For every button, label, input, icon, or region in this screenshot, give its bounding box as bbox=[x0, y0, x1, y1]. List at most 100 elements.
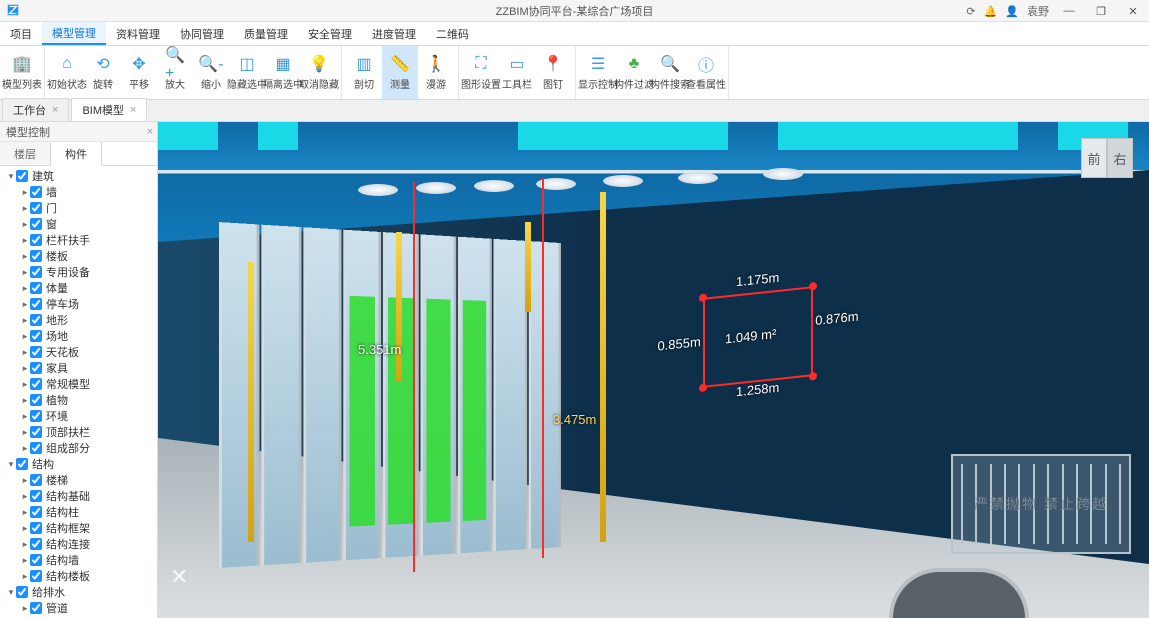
tree-arrow-icon[interactable]: ▸ bbox=[20, 555, 30, 566]
tree-arrow-icon[interactable]: ▸ bbox=[20, 347, 30, 358]
tree-checkbox[interactable] bbox=[16, 586, 28, 598]
tree-item-栏杆扶手[interactable]: ▸栏杆扶手 bbox=[0, 232, 157, 248]
tree-checkbox[interactable] bbox=[30, 202, 42, 214]
menu-进度管理[interactable]: 进度管理 bbox=[362, 22, 426, 45]
tree-item-结构柱[interactable]: ▸结构柱 bbox=[0, 504, 157, 520]
tree-checkbox[interactable] bbox=[30, 570, 42, 582]
ribbon-模型列表[interactable]: 🏢模型列表 bbox=[4, 46, 40, 99]
tree-checkbox[interactable] bbox=[30, 298, 42, 310]
tree-checkbox[interactable] bbox=[30, 410, 42, 422]
tree-item-结构框架[interactable]: ▸结构框架 bbox=[0, 520, 157, 536]
tree-item-门[interactable]: ▸门 bbox=[0, 200, 157, 216]
user-name[interactable]: 袁野 bbox=[1027, 3, 1049, 19]
tree-item-停车场[interactable]: ▸停车场 bbox=[0, 296, 157, 312]
tree-checkbox[interactable] bbox=[30, 378, 42, 390]
menu-安全管理[interactable]: 安全管理 bbox=[298, 22, 362, 45]
tree-arrow-icon[interactable]: ▸ bbox=[20, 603, 30, 614]
tree-item-结构墙[interactable]: ▸结构墙 bbox=[0, 552, 157, 568]
tree-item-墙[interactable]: ▸墙 bbox=[0, 184, 157, 200]
ribbon-构件搜索[interactable]: 🔍构件搜索 bbox=[652, 46, 688, 99]
tree-item-建筑[interactable]: ▾建筑 bbox=[0, 168, 157, 184]
tree-item-顶部扶栏[interactable]: ▸顶部扶栏 bbox=[0, 424, 157, 440]
tree-item-结构连接[interactable]: ▸结构连接 bbox=[0, 536, 157, 552]
ribbon-平移[interactable]: ✥平移 bbox=[121, 46, 157, 99]
tree-checkbox[interactable] bbox=[30, 362, 42, 374]
close-button[interactable]: ✕ bbox=[1117, 0, 1149, 22]
menu-资料管理[interactable]: 资料管理 bbox=[106, 22, 170, 45]
ribbon-图钉[interactable]: 📍图钉 bbox=[535, 46, 571, 99]
tree-item-体量[interactable]: ▸体量 bbox=[0, 280, 157, 296]
sync-icon[interactable]: ⟳ bbox=[966, 5, 975, 18]
tab-close-icon[interactable]: × bbox=[52, 104, 58, 116]
tree-item-组成部分[interactable]: ▸组成部分 bbox=[0, 440, 157, 456]
ribbon-初始状态[interactable]: ⌂初始状态 bbox=[49, 46, 85, 99]
ribbon-取消隐藏[interactable]: 💡取消隐藏 bbox=[301, 46, 337, 99]
menu-质量管理[interactable]: 质量管理 bbox=[234, 22, 298, 45]
ribbon-图形设置[interactable]: ⛶图形设置 bbox=[463, 46, 499, 99]
tree-item-结构基础[interactable]: ▸结构基础 bbox=[0, 488, 157, 504]
tree-checkbox[interactable] bbox=[30, 266, 42, 278]
tree-arrow-icon[interactable]: ▾ bbox=[6, 587, 16, 598]
ribbon-显示控制[interactable]: ☰显示控制 bbox=[580, 46, 616, 99]
viewport-close-icon[interactable]: ✕ bbox=[170, 564, 188, 590]
tree-checkbox[interactable] bbox=[30, 346, 42, 358]
ribbon-隐藏选中[interactable]: ◫隐藏选中 bbox=[229, 46, 265, 99]
tree-checkbox[interactable] bbox=[30, 538, 42, 550]
tree-checkbox[interactable] bbox=[30, 314, 42, 326]
tree-checkbox[interactable] bbox=[30, 426, 42, 438]
tree-arrow-icon[interactable]: ▸ bbox=[20, 443, 30, 454]
viewcube-right[interactable]: 右 bbox=[1107, 138, 1133, 178]
ribbon-漫游[interactable]: 🚶漫游 bbox=[418, 46, 454, 99]
ribbon-缩小[interactable]: 🔍-缩小 bbox=[193, 46, 229, 99]
tree-arrow-icon[interactable]: ▾ bbox=[6, 459, 16, 470]
tree-arrow-icon[interactable]: ▸ bbox=[20, 523, 30, 534]
ribbon-剖切[interactable]: ▥剖切 bbox=[346, 46, 382, 99]
tree-checkbox[interactable] bbox=[30, 474, 42, 486]
tree-item-地形[interactable]: ▸地形 bbox=[0, 312, 157, 328]
tree-checkbox[interactable] bbox=[30, 554, 42, 566]
tree-checkbox[interactable] bbox=[30, 218, 42, 230]
ribbon-旋转[interactable]: ⟲旋转 bbox=[85, 46, 121, 99]
file-tab-BIM模型[interactable]: BIM模型× bbox=[71, 98, 147, 121]
tree-item-植物[interactable]: ▸植物 bbox=[0, 392, 157, 408]
sidebar-tab-构件[interactable]: 构件 bbox=[51, 142, 102, 166]
tree-arrow-icon[interactable]: ▸ bbox=[20, 235, 30, 246]
ribbon-隔离选中[interactable]: ▦隔离选中 bbox=[265, 46, 301, 99]
view-cube[interactable]: 前 右 bbox=[1081, 138, 1133, 178]
tree-item-楼梯[interactable]: ▸楼梯 bbox=[0, 472, 157, 488]
tree-arrow-icon[interactable]: ▸ bbox=[20, 187, 30, 198]
tree-item-管道[interactable]: ▸管道 bbox=[0, 600, 157, 616]
ribbon-查看属性[interactable]: ⓘ查看属性 bbox=[688, 46, 724, 99]
tab-close-icon[interactable]: × bbox=[130, 104, 136, 116]
tree-arrow-icon[interactable]: ▸ bbox=[20, 363, 30, 374]
ribbon-构件过滤[interactable]: ♣构件过滤 bbox=[616, 46, 652, 99]
minimize-button[interactable]: — bbox=[1053, 0, 1085, 22]
ribbon-工具栏[interactable]: ▭工具栏 bbox=[499, 46, 535, 99]
menu-二维码[interactable]: 二维码 bbox=[426, 22, 479, 45]
tree-arrow-icon[interactable]: ▸ bbox=[20, 331, 30, 342]
menu-项目[interactable]: 项目 bbox=[0, 22, 42, 45]
tree-checkbox[interactable] bbox=[30, 186, 42, 198]
bell-icon[interactable]: 🔔 bbox=[984, 5, 998, 18]
maximize-button[interactable]: ❐ bbox=[1085, 0, 1117, 22]
tree-checkbox[interactable] bbox=[30, 282, 42, 294]
tree-arrow-icon[interactable]: ▸ bbox=[20, 267, 30, 278]
sidebar-close-icon[interactable]: × bbox=[147, 126, 153, 138]
tree-arrow-icon[interactable]: ▸ bbox=[20, 283, 30, 294]
tree-checkbox[interactable] bbox=[30, 394, 42, 406]
tree-arrow-icon[interactable]: ▸ bbox=[20, 299, 30, 310]
tree-arrow-icon[interactable]: ▸ bbox=[20, 475, 30, 486]
tree-item-窗[interactable]: ▸窗 bbox=[0, 216, 157, 232]
tree-arrow-icon[interactable]: ▸ bbox=[20, 379, 30, 390]
tree-arrow-icon[interactable]: ▸ bbox=[20, 507, 30, 518]
tree-checkbox[interactable] bbox=[30, 522, 42, 534]
tree-checkbox[interactable] bbox=[30, 602, 42, 614]
tree-checkbox[interactable] bbox=[16, 170, 28, 182]
ribbon-测量[interactable]: 📏测量 bbox=[382, 46, 418, 99]
tree-arrow-icon[interactable]: ▸ bbox=[20, 571, 30, 582]
tree-checkbox[interactable] bbox=[30, 330, 42, 342]
tree-item-常规模型[interactable]: ▸常规模型 bbox=[0, 376, 157, 392]
tree-item-家具[interactable]: ▸家具 bbox=[0, 360, 157, 376]
tree-checkbox[interactable] bbox=[30, 234, 42, 246]
tree-arrow-icon[interactable]: ▸ bbox=[20, 411, 30, 422]
